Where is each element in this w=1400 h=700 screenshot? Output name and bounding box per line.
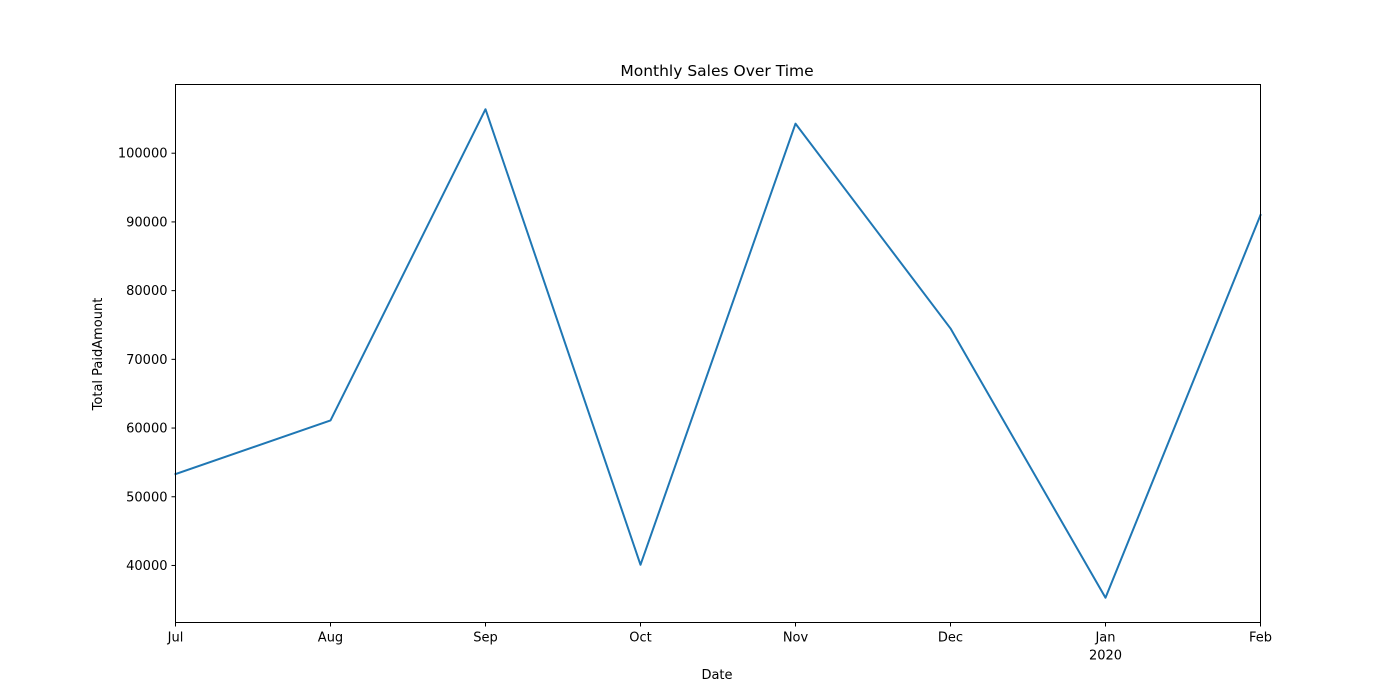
x-tick-label: Jan	[1094, 631, 1115, 646]
x-tick-label: Aug	[318, 631, 343, 646]
data-point	[1105, 597, 1107, 599]
y-tick-label: 70000	[126, 353, 167, 368]
x-tick-label: Feb	[1249, 631, 1272, 646]
y-tick-label: 50000	[126, 490, 167, 505]
y-tick-label: 90000	[126, 215, 167, 230]
chart-title: Monthly Sales Over Time	[620, 62, 813, 80]
data-point	[950, 327, 952, 329]
data-point	[640, 564, 642, 566]
data-point	[485, 108, 487, 110]
plot-frame	[175, 84, 1261, 623]
y-tick-label: 60000	[126, 422, 167, 437]
x-tick-label: Oct	[629, 631, 651, 646]
y-tick-label: 40000	[126, 559, 167, 574]
series-line	[174, 108, 1262, 599]
data-point	[795, 123, 797, 125]
x-tick-label: Dec	[938, 631, 963, 646]
x-tick-label: Sep	[473, 631, 498, 646]
y-tick-label: 80000	[126, 284, 167, 299]
x-tick-label: Jul	[167, 631, 184, 646]
x-axis-ticks: Jul Aug Sep Oct Nov Dec Jan Feb 2020	[167, 622, 1272, 664]
y-axis-title: Total PaidAmount	[91, 298, 106, 412]
x-tick-label: Nov	[783, 631, 809, 646]
y-tick-label: 100000	[118, 147, 168, 162]
x-axis-title: Date	[701, 668, 732, 683]
x-year-label: 2020	[1089, 649, 1122, 664]
data-point	[330, 419, 332, 421]
series-layer	[174, 108, 1262, 599]
y-axis-ticks: 40000 50000 60000 70000 80000 90000 100000	[118, 147, 176, 574]
